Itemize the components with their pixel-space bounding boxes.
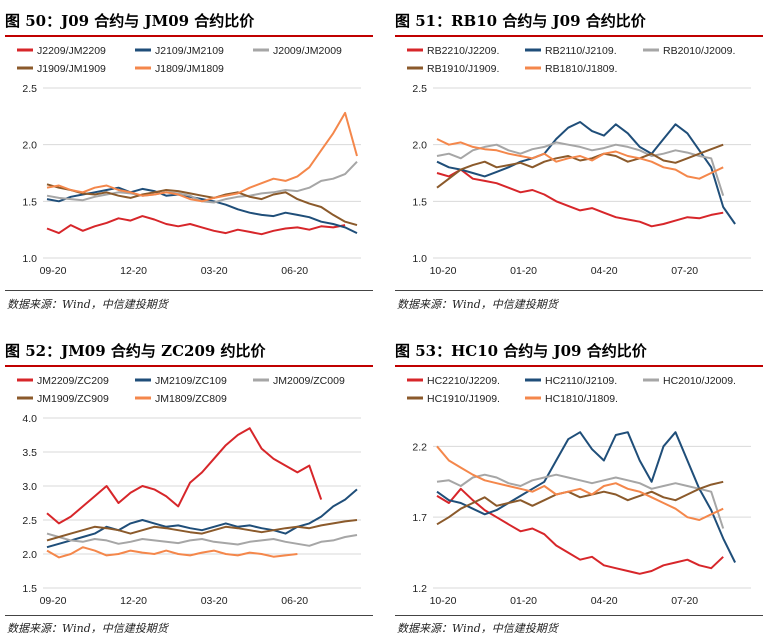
y-tick-label: 2.5 xyxy=(22,515,37,527)
y-tick-label: 4.0 xyxy=(22,413,37,425)
source-note: 数据来源：Wind，中信建投期货 xyxy=(7,298,168,311)
series-line xyxy=(436,168,724,228)
legend-label: HC1910/J1909. xyxy=(427,393,500,405)
legend-label: JM1909/ZC909 xyxy=(37,393,109,405)
source-note: 数据来源：Wind，中信建投期货 xyxy=(397,298,558,311)
title-rule xyxy=(395,365,763,367)
legend-label: JM2109/ZC109 xyxy=(155,375,227,387)
bottom-rule xyxy=(5,615,373,616)
y-tick-label: 3.5 xyxy=(22,447,37,459)
x-tick-label: 01-20 xyxy=(510,265,537,277)
legend-label: RB2110/J2109. xyxy=(545,45,617,57)
legend-label: HC2010/J2009. xyxy=(663,375,736,387)
y-tick-label: 2.0 xyxy=(22,549,37,561)
title-rule xyxy=(5,35,373,37)
legend-label: J1909/JM1909 xyxy=(37,63,106,75)
series-line xyxy=(46,519,358,542)
series-line xyxy=(436,431,736,563)
y-tick-label: 1.0 xyxy=(22,253,37,265)
series-line xyxy=(436,121,736,225)
bottom-rule xyxy=(5,290,373,291)
legend-label: HC2110/J2109. xyxy=(545,375,617,387)
source-note: 数据来源：Wind，中信建投期货 xyxy=(7,622,168,635)
legend-label: RB1810/J1809. xyxy=(545,63,617,75)
chart-canvas: HC2210/J2209. HC2110/J2109. HC2010/J2009. H… xyxy=(407,375,751,607)
series-line xyxy=(46,186,358,235)
x-tick-label: 01-20 xyxy=(510,595,537,607)
legend-label: RB1910/J1909. xyxy=(427,63,499,75)
chart-panel-52: 图 52：JM09 合约与 ZC209 约比价 JM2209/ZC209 JM21… xyxy=(5,330,377,640)
series-line xyxy=(436,487,724,575)
x-tick-label: 03-20 xyxy=(201,595,228,607)
x-tick-label: 09-20 xyxy=(40,265,67,277)
x-tick-label: 10-20 xyxy=(430,595,457,607)
chart-panel-53: 图 53：HC10 合约与 J09 合约比价 HC2210/J2209. HC21… xyxy=(395,330,767,640)
series-line xyxy=(46,427,323,525)
title-rule xyxy=(5,365,373,367)
chart-panel-51: 图 51：RB10 合约与 J09 合约比价 RB2210/J2209. RB21… xyxy=(395,0,767,320)
x-tick-label: 12-20 xyxy=(120,265,147,277)
chart-panel-50: 图 50：J09 合约与 JM09 合约比价 J2209/JM2209 J2109… xyxy=(5,0,377,320)
x-tick-label: 12-20 xyxy=(120,595,147,607)
bottom-rule xyxy=(395,290,763,291)
y-tick-label: 2.5 xyxy=(22,83,37,95)
x-tick-label: 04-20 xyxy=(591,595,618,607)
series-line xyxy=(436,445,724,521)
y-tick-label: 1.2 xyxy=(412,583,427,595)
chart-canvas: J2209/JM2209 J2109/JM2109 J2009/JM2009 J190… xyxy=(17,45,361,277)
y-tick-label: 1.0 xyxy=(412,253,427,265)
legend-label: J1809/JM1809 xyxy=(155,63,224,75)
series-line xyxy=(436,143,724,189)
y-tick-label: 3.0 xyxy=(22,481,37,493)
x-tick-label: 03-20 xyxy=(201,265,228,277)
legend-label: JM1809/ZC809 xyxy=(155,393,227,405)
series-line xyxy=(436,138,724,180)
legend-label: JM2209/ZC209 xyxy=(37,375,109,387)
chart-canvas: RB2210/J2209. RB2110/J2109. RB2010/J2009. R… xyxy=(407,45,751,277)
x-tick-label: 07-20 xyxy=(671,595,698,607)
y-tick-label: 1.5 xyxy=(22,196,37,208)
source-note: 数据来源：Wind，中信建投期货 xyxy=(397,622,558,635)
chart-title: 图 51：RB10 合约与 J09 合约比价 xyxy=(395,12,646,30)
x-tick-label: 09-20 xyxy=(40,595,67,607)
series-line xyxy=(436,480,724,526)
legend-label: J2009/JM2009 xyxy=(273,45,342,57)
y-tick-label: 2.5 xyxy=(412,83,427,95)
legend-label: J2209/JM2209 xyxy=(37,45,106,57)
y-tick-label: 2.0 xyxy=(22,140,37,152)
y-tick-label: 2.2 xyxy=(412,441,427,453)
y-tick-label: 1.7 xyxy=(412,512,427,524)
series-line xyxy=(46,546,298,559)
legend-label: HC1810/J1809. xyxy=(545,393,618,405)
y-tick-label: 1.5 xyxy=(412,196,427,208)
legend-label: HC2210/J2209. xyxy=(427,375,500,387)
bottom-rule xyxy=(395,615,763,616)
legend-label: J2109/JM2109 xyxy=(155,45,224,57)
series-line xyxy=(46,111,358,203)
chart-title: 图 53：HC10 合约与 J09 合约比价 xyxy=(395,342,647,360)
chart-canvas: JM2209/ZC209 JM2109/ZC109 JM2009/ZC009 JM19… xyxy=(17,375,361,607)
title-rule xyxy=(395,35,763,37)
series-line xyxy=(46,183,358,227)
x-tick-label: 06-20 xyxy=(281,595,308,607)
x-tick-label: 04-20 xyxy=(591,265,618,277)
series-line xyxy=(46,215,346,236)
series-line xyxy=(436,473,725,529)
chart-title: 图 52：JM09 合约与 ZC209 约比价 xyxy=(5,342,266,360)
legend-label: RB2210/J2209. xyxy=(427,45,499,57)
series-line xyxy=(46,488,358,549)
x-tick-label: 06-20 xyxy=(281,265,308,277)
series-line xyxy=(436,141,725,197)
legend-label: JM2009/ZC009 xyxy=(273,375,345,387)
chart-title: 图 50：J09 合约与 JM09 合约比价 xyxy=(5,12,255,30)
legend-label: RB2010/J2009. xyxy=(663,45,735,57)
x-tick-label: 10-20 xyxy=(430,265,457,277)
x-tick-label: 07-20 xyxy=(671,265,698,277)
y-tick-label: 2.0 xyxy=(412,140,427,152)
series-line xyxy=(46,532,358,547)
y-tick-label: 1.5 xyxy=(22,583,37,595)
